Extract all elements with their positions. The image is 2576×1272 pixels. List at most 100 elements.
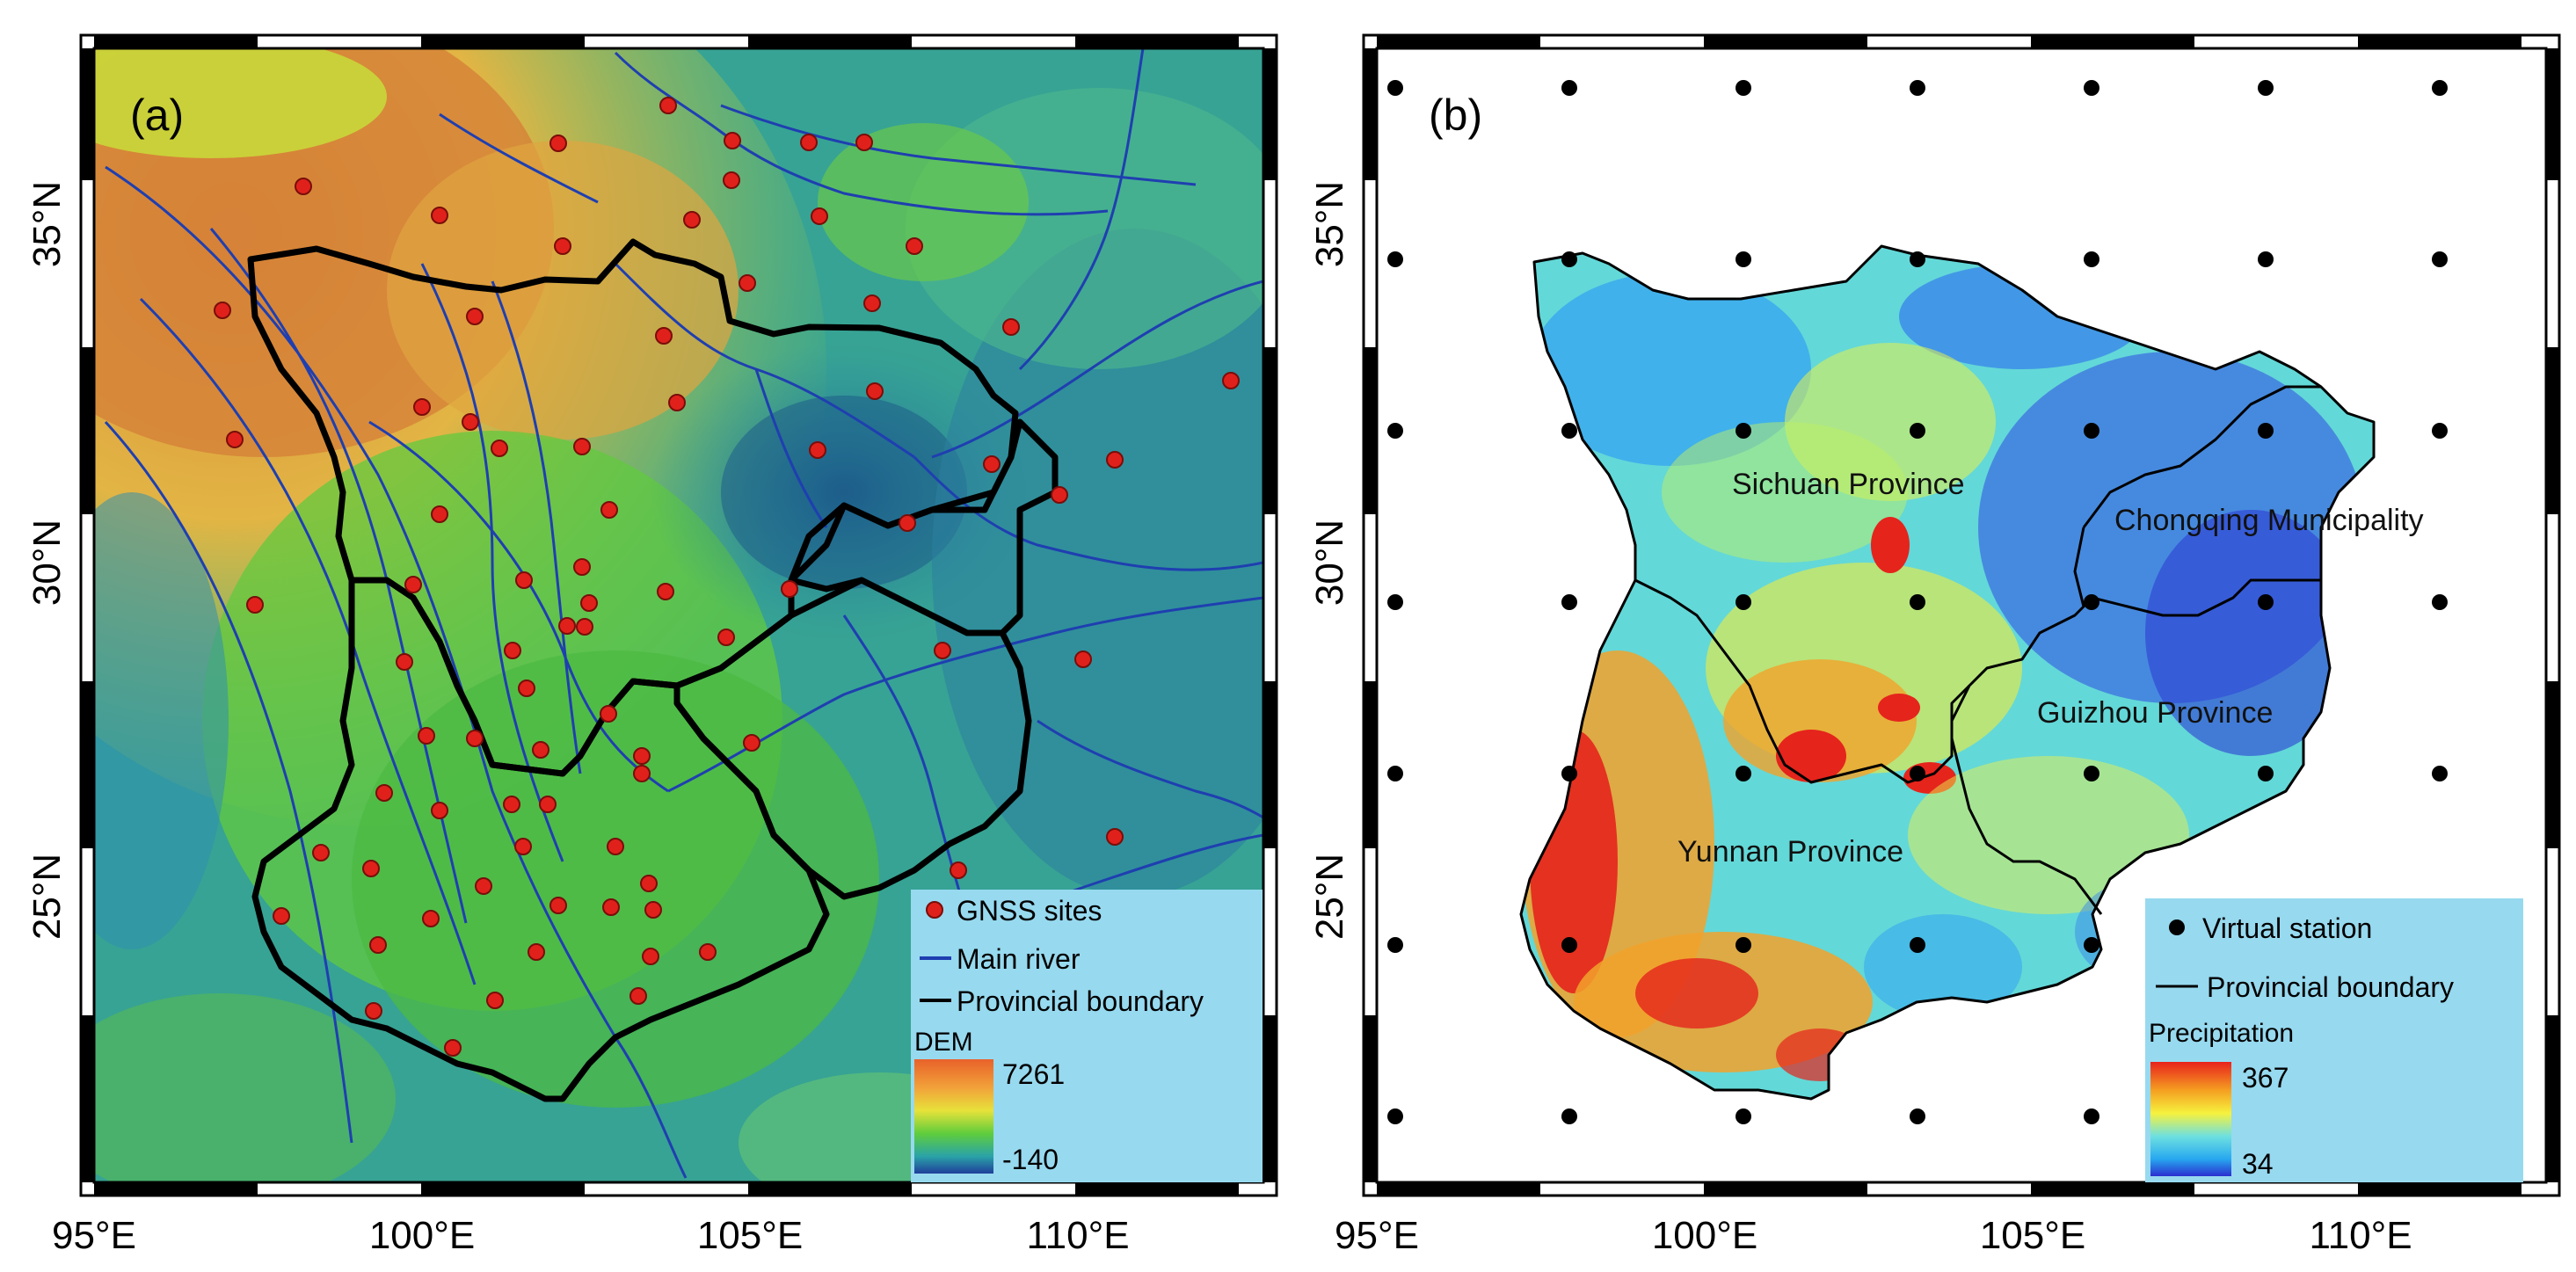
region-label-yunnan: Yunnan Province <box>1677 835 1903 869</box>
lat-tick-b-35: 35°N <box>1308 181 1351 267</box>
dem-min-label: -140 <box>1002 1144 1059 1175</box>
precip-legend-title: Precipitation <box>2149 1019 2294 1048</box>
panel-b-label: (b) <box>1429 91 1482 140</box>
virtual-station-dot <box>1736 423 1751 439</box>
virtual-station-dot <box>2258 80 2274 96</box>
gnss-legend-label: GNSS sites <box>957 895 1102 927</box>
virtual-station-dot <box>1910 937 1925 953</box>
virtual-station-dot <box>1561 80 1577 96</box>
rivers <box>104 48 1263 1179</box>
virtual-station-dot <box>2084 251 2099 267</box>
region-label-chongqing: Chongqing Municipality <box>2114 504 2424 537</box>
virtual-station-dot <box>2258 766 2274 781</box>
lon-tick-b-105: 105°E <box>1980 1214 2085 1257</box>
virtual-station-dot <box>2432 423 2448 439</box>
lat-tick-30: 30°N <box>25 520 69 606</box>
virtual-station-dot <box>1387 1108 1403 1124</box>
virtual-station-dot <box>1910 766 1925 781</box>
lon-tick-b-110: 110°E <box>2309 1214 2412 1257</box>
region-labels: Sichuan Province Chongqing Municipality … <box>1677 468 2424 869</box>
panel-a-label: (a) <box>130 91 184 140</box>
panel-b-checker-border <box>1364 35 2559 1196</box>
panel-b: Sichuan Province Chongqing Municipality … <box>1308 33 2561 1257</box>
panel-a-legend: GNSS sites Main river Provincial boundar… <box>911 890 1263 1182</box>
virtual-station-dot <box>2432 80 2448 96</box>
virtual-station-dot <box>1736 766 1751 781</box>
region-label-sichuan: Sichuan Province <box>1732 468 1965 501</box>
virtual-station-dot <box>1561 937 1577 953</box>
virtual-station-dot <box>2432 594 2448 610</box>
panel-b-outer-frame <box>1362 33 2561 1197</box>
lon-tick-105: 105°E <box>697 1214 803 1257</box>
station-legend-label: Virtual station <box>2202 912 2372 944</box>
virtual-station-dot <box>2258 251 2274 267</box>
lon-tick-95: 95°E <box>52 1214 136 1257</box>
virtual-station-dot <box>2432 251 2448 267</box>
panel-a: (a) GNSS sites Main river Provincial bou… <box>25 33 1278 1257</box>
virtual-station-dot <box>2258 594 2274 610</box>
virtual-station-dot <box>1387 80 1403 96</box>
virtual-station-dot <box>1387 594 1403 610</box>
virtual-station-dot <box>1561 423 1577 439</box>
lon-tick-b-100: 100°E <box>1652 1214 1757 1257</box>
virtual-station-dot <box>1561 594 1577 610</box>
virtual-station-dot <box>2258 423 2274 439</box>
boundary-b-legend-label: Provincial boundary <box>2207 971 2454 1003</box>
panel-a-checker-border <box>81 35 1277 1196</box>
virtual-station-dot <box>1561 251 1577 267</box>
panel-a-frame <box>92 47 1265 1184</box>
virtual-station-dot <box>1561 1108 1577 1124</box>
virtual-station-dot <box>1736 594 1751 610</box>
gnss-sites <box>214 97 1240 1057</box>
virtual-stations <box>1387 80 2448 1124</box>
panel-a-lon-ticks: 95°E 100°E 105°E 110°E <box>52 1214 1129 1257</box>
virtual-station-dot <box>2084 594 2099 610</box>
lat-tick-35: 35°N <box>25 181 69 267</box>
region-label-guizhou: Guizhou Province <box>2037 696 2273 730</box>
dem-map <box>94 48 1263 1182</box>
panel-b-lat-ticks: 35°N 30°N 25°N <box>1308 181 1351 940</box>
virtual-station-dot <box>1387 766 1403 781</box>
dem-colorbar <box>914 1059 993 1174</box>
precip-min-label: 34 <box>2242 1148 2274 1180</box>
panel-b-frame <box>1375 47 2548 1184</box>
virtual-station-dot <box>1387 937 1403 953</box>
virtual-station-dot <box>1910 423 1925 439</box>
lat-tick-b-30: 30°N <box>1308 520 1351 606</box>
precip-max-label: 367 <box>2242 1062 2289 1094</box>
virtual-station-dot <box>1910 80 1925 96</box>
dem-legend-title: DEM <box>914 1028 973 1057</box>
virtual-station-dot <box>2084 80 2099 96</box>
virtual-station-dot <box>1736 1108 1751 1124</box>
river-legend-label: Main river <box>957 943 1081 975</box>
virtual-station-dot <box>1736 80 1751 96</box>
virtual-station-dot <box>2084 423 2099 439</box>
virtual-station-dot <box>1387 251 1403 267</box>
lon-tick-100: 100°E <box>369 1214 475 1257</box>
virtual-station-dot <box>1910 594 1925 610</box>
virtual-station-dot <box>1910 251 1925 267</box>
virtual-station-dot <box>1387 423 1403 439</box>
panel-b-lon-ticks: 95°E 100°E 105°E 110°E <box>1335 1214 2412 1257</box>
virtual-station-dot <box>2084 766 2099 781</box>
station-legend-symbol <box>2169 919 2185 935</box>
virtual-station-dot <box>2432 766 2448 781</box>
panel-b-boundaries <box>1519 244 2376 1101</box>
gnss-legend-symbol <box>926 901 943 919</box>
lat-tick-25: 25°N <box>25 854 69 940</box>
virtual-station-dot <box>1561 766 1577 781</box>
boundary-legend-label: Provincial boundary <box>957 985 1204 1017</box>
panel-a-outer-frame <box>79 33 1278 1197</box>
lat-tick-b-25: 25°N <box>1308 854 1351 940</box>
lon-tick-b-95: 95°E <box>1335 1214 1419 1257</box>
virtual-station-dot <box>2084 1108 2099 1124</box>
virtual-station-dot <box>2084 937 2099 953</box>
virtual-station-dot <box>1736 937 1751 953</box>
virtual-station-dot <box>1910 1108 1925 1124</box>
panel-a-lat-ticks: 35°N 30°N 25°N <box>25 181 69 940</box>
virtual-station-dot <box>1736 251 1751 267</box>
lon-tick-110: 110°E <box>1026 1214 1129 1257</box>
panel-b-legend: Virtual station Provincial boundary Prec… <box>2145 898 2523 1182</box>
dem-max-label: 7261 <box>1002 1058 1065 1090</box>
